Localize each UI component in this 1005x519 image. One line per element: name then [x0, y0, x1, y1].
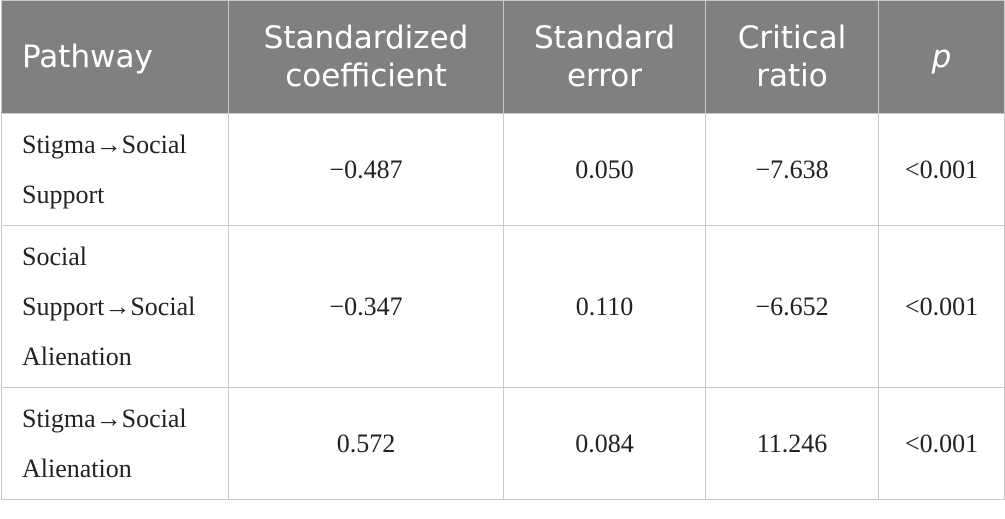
value-cell: 11.246 — [705, 387, 879, 500]
header-cell: Standardized coefficient — [228, 0, 504, 114]
value-cell: 0.084 — [503, 387, 706, 500]
value-cell: 0.050 — [503, 113, 706, 226]
pathway-cell: Social Support→Social Alienation — [1, 225, 229, 388]
table-body: Stigma→Social Support −0.487 0.050 −7.638 <0… — [1, 113, 1005, 500]
value-cell: 0.572 — [228, 387, 504, 500]
pathway-cell: Stigma→Social Alienation — [1, 387, 229, 500]
header-cell: p — [878, 0, 1005, 114]
header-cell: Pathway — [1, 0, 229, 114]
header-row: Pathway Standardized coefficient Standard … — [1, 0, 1005, 114]
value-cell: −6.652 — [705, 225, 879, 388]
results-table: Pathway Standardized coefficient Standard … — [1, 0, 1005, 500]
header-cell: Standard error — [503, 0, 706, 114]
value-cell: <0.001 — [878, 113, 1005, 226]
pathway-cell: Stigma→Social Support — [1, 113, 229, 226]
value-cell: <0.001 — [878, 387, 1005, 500]
value-cell: −0.347 — [228, 225, 504, 388]
header-cell: Critical ratio — [705, 0, 879, 114]
table-row: Stigma→Social Alienation 0.572 0.084 11.246… — [1, 387, 1005, 500]
value-cell: −0.487 — [228, 113, 504, 226]
value-cell: −7.638 — [705, 113, 879, 226]
value-cell: <0.001 — [878, 225, 1005, 388]
value-cell: 0.110 — [503, 225, 706, 388]
table-row: Social Support→Social Alienation −0.347 0.… — [1, 225, 1005, 388]
table-row: Stigma→Social Support −0.487 0.050 −7.638 <0… — [1, 113, 1005, 226]
